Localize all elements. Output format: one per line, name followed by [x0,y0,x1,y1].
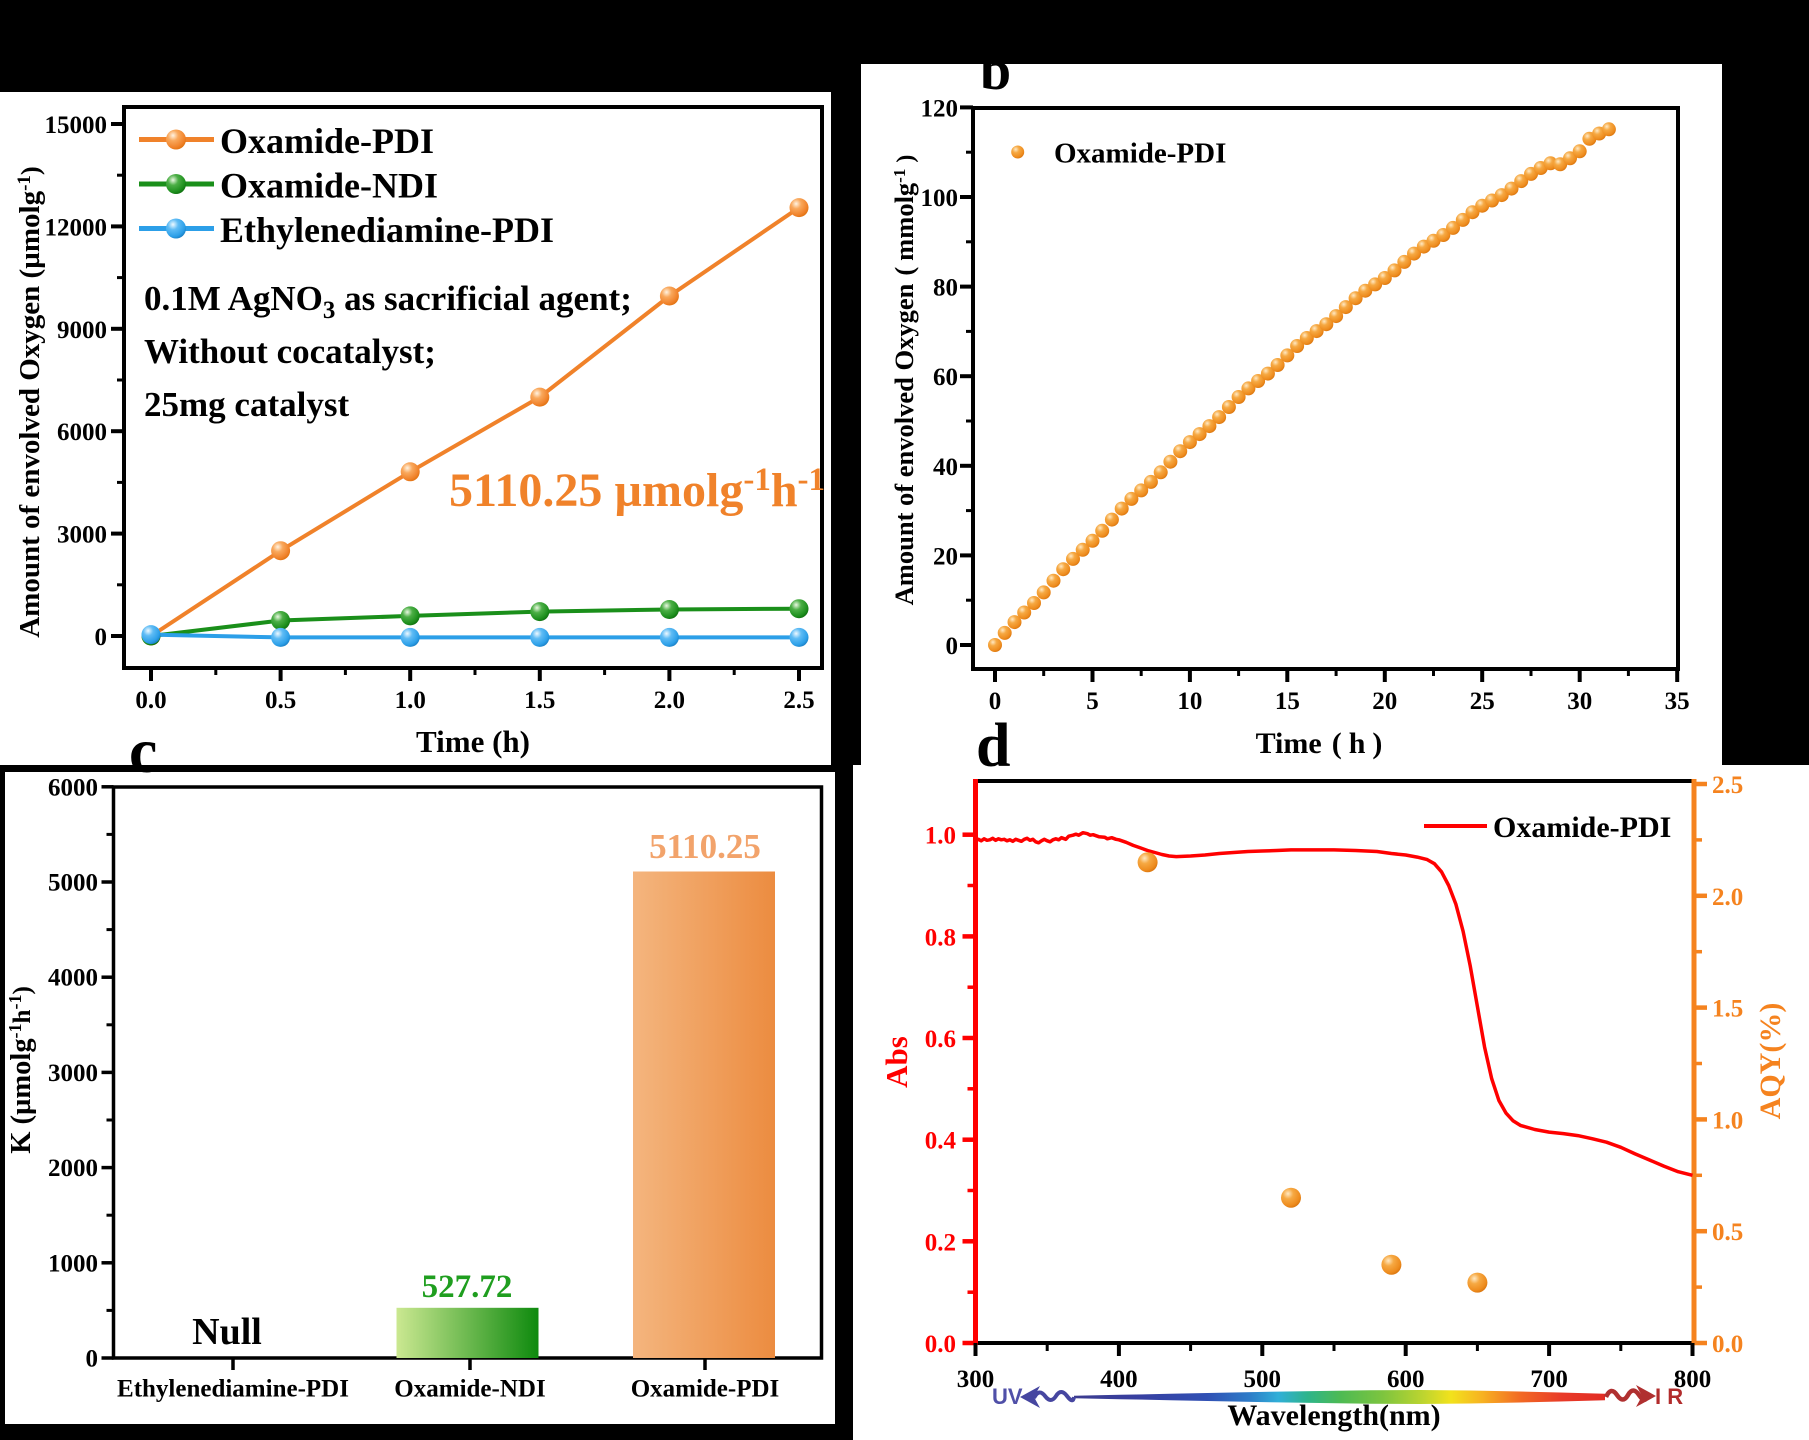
svg-text:0: 0 [989,688,1002,715]
svg-text:Amount of envolved Oxygen (µmo: Amount of envolved Oxygen (µmolg-1) [14,166,46,638]
svg-text:100: 100 [921,185,959,212]
svg-text:3000: 3000 [57,522,107,549]
svg-text:1.0: 1.0 [395,687,426,714]
svg-text:2.5: 2.5 [1712,772,1743,799]
svg-text:UV: UV [992,1384,1023,1409]
svg-text:6000: 6000 [48,774,98,801]
svg-text:2.0: 2.0 [1712,884,1743,911]
svg-text:I R: I R [1655,1384,1683,1409]
svg-text:1000: 1000 [48,1250,98,1277]
svg-text:0: 0 [95,624,108,651]
svg-text:2.0: 2.0 [654,687,685,714]
svg-text:0.2: 0.2 [925,1229,956,1256]
svg-text:35: 35 [1665,688,1690,715]
svg-text:1.0: 1.0 [925,823,956,850]
svg-text:Oxamide-PDI: Oxamide-PDI [631,1376,780,1403]
svg-text:300: 300 [957,1366,995,1393]
svg-text:5000: 5000 [48,870,98,897]
svg-text:20: 20 [1372,688,1397,715]
svg-text:9000: 9000 [57,317,107,344]
svg-text:Without cocatalyst;: Without cocatalyst; [144,332,436,371]
svg-text:600: 600 [1387,1366,1425,1393]
svg-text:0.5: 0.5 [265,687,296,714]
svg-text:5110.25: 5110.25 [649,827,761,866]
svg-text:40: 40 [933,454,958,481]
svg-text:2000: 2000 [48,1155,98,1182]
svg-text:Amount of envolved Oxygen(mmol: Amount of envolved Oxygen(mmolg-1) [889,155,919,606]
svg-text:Ethylenediamine-PDI: Ethylenediamine-PDI [220,210,554,250]
svg-text:20: 20 [933,543,958,570]
svg-text:1.0: 1.0 [1712,1107,1743,1134]
svg-text:Time(h): Time(h) [1256,727,1383,760]
svg-text:80: 80 [933,275,958,302]
svg-text:d: d [976,712,1010,780]
svg-text:800: 800 [1674,1366,1712,1393]
svg-text:Oxamide-PDI: Oxamide-PDI [1493,811,1671,844]
svg-text:1.5: 1.5 [524,687,555,714]
svg-text:12000: 12000 [45,214,108,241]
svg-text:Abs: Abs [879,1036,914,1088]
svg-text:700: 700 [1530,1366,1568,1393]
svg-text:0.1M AgNO3 as sacrificial agen: 0.1M AgNO3 as sacrificial agent; [144,279,632,324]
svg-text:0.4: 0.4 [925,1128,957,1155]
svg-text:0.0: 0.0 [925,1331,956,1358]
svg-text:500: 500 [1244,1366,1282,1393]
svg-text:c: c [129,715,157,786]
svg-text:4000: 4000 [48,965,98,992]
svg-text:0.5: 0.5 [1712,1219,1743,1246]
svg-text:0.8: 0.8 [925,924,956,951]
svg-text:5: 5 [1086,688,1099,715]
svg-text:Oxamide-PDI: Oxamide-PDI [220,121,434,161]
svg-text:3000: 3000 [48,1060,98,1087]
svg-text:6000: 6000 [57,419,107,446]
svg-text:b: b [980,40,1011,102]
svg-text:Oxamide-NDI: Oxamide-NDI [220,166,438,206]
svg-text:Wavelength(nm): Wavelength(nm) [1227,1399,1440,1432]
svg-text:K (µmolg-1h-1): K (µmolg-1h-1) [5,986,37,1154]
svg-text:25mg catalyst: 25mg catalyst [144,385,349,424]
svg-text:10: 10 [1177,688,1202,715]
svg-text:Ethylenediamine-PDI: Ethylenediamine-PDI [117,1376,349,1403]
svg-text:527.72: 527.72 [422,1269,513,1305]
svg-text:0: 0 [86,1346,99,1373]
svg-text:0.0: 0.0 [135,687,166,714]
svg-text:0.6: 0.6 [925,1026,956,1053]
svg-text:Oxamide-NDI: Oxamide-NDI [394,1376,545,1403]
svg-text:2.5: 2.5 [783,687,814,714]
svg-text:25: 25 [1470,688,1495,715]
svg-text:0: 0 [946,633,959,660]
svg-text:Oxamide-PDI: Oxamide-PDI [1054,138,1226,170]
svg-text:1.5: 1.5 [1712,996,1743,1023]
svg-text:0.0: 0.0 [1712,1331,1743,1358]
svg-text:15000: 15000 [45,112,108,139]
svg-text:60: 60 [933,364,958,391]
svg-text:Null: Null [192,1311,262,1353]
svg-text:400: 400 [1100,1366,1138,1393]
svg-text:15: 15 [1275,688,1300,715]
svg-text:AQY(%): AQY(%) [1754,1003,1787,1120]
svg-text:120: 120 [921,95,959,122]
svg-text:30: 30 [1567,688,1592,715]
svg-text:Time (h): Time (h) [416,724,530,759]
